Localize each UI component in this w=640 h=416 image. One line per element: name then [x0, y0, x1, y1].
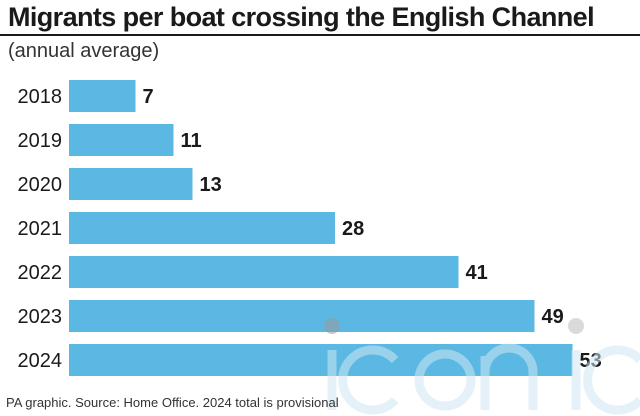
value-label-2022: 41 — [466, 262, 488, 284]
category-label-2018: 2018 — [18, 86, 63, 108]
chart-subtitle: (annual average) — [8, 40, 160, 62]
category-label-2021: 2021 — [18, 218, 63, 240]
chart-title: Migrants per boat crossing the English C… — [8, 2, 595, 32]
bar-2022 — [69, 256, 459, 288]
bar-2021 — [69, 212, 335, 244]
bar-2018 — [69, 80, 136, 112]
value-label-2018: 7 — [143, 86, 154, 108]
bar-2024 — [69, 344, 573, 376]
category-label-2019: 2019 — [18, 130, 63, 152]
category-label-2020: 2020 — [18, 174, 63, 196]
value-label-2019: 11 — [181, 130, 202, 152]
category-label-2022: 2022 — [18, 262, 63, 284]
bars-group: 2018 7 2019 11 2020 13 2021 28 2022 41 2023 49 2024 5… — [18, 80, 602, 376]
value-label-2024: 53 — [580, 350, 602, 372]
bar-chart: 2018 7 2019 11 2020 13 2021 28 2022 41 2023 49 2024 5… — [18, 80, 602, 376]
bar-2019 — [69, 124, 174, 156]
source-note: PA graphic. Source: Home Office. 2024 to… — [6, 395, 339, 410]
value-label-2020: 13 — [200, 174, 222, 196]
category-label-2023: 2023 — [18, 306, 63, 328]
value-label-2021: 28 — [342, 218, 364, 240]
category-label-2024: 2024 — [18, 350, 63, 372]
bar-2020 — [69, 168, 193, 200]
bar-2023 — [69, 300, 535, 332]
value-label-2023: 49 — [542, 306, 564, 328]
title-divider — [0, 34, 640, 36]
